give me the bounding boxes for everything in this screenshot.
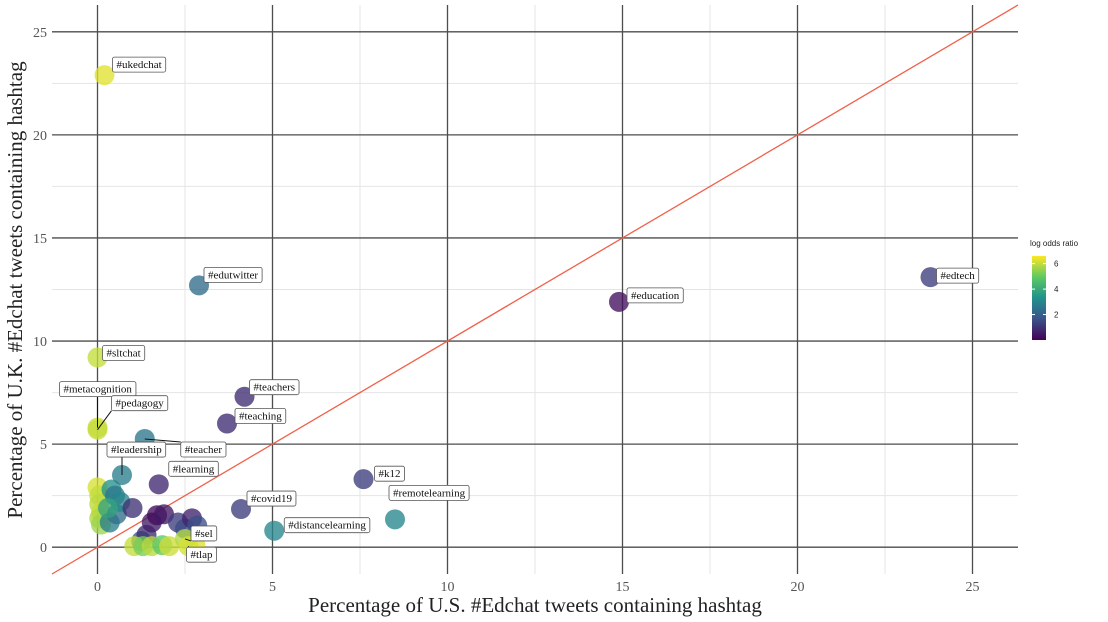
y-tick-label: 25 bbox=[33, 26, 47, 41]
point-label-box bbox=[246, 490, 297, 507]
data-point bbox=[98, 498, 118, 519]
point-label-box bbox=[234, 408, 287, 424]
data-point-education bbox=[609, 291, 629, 312]
point-label-box bbox=[102, 345, 146, 361]
point-label-ukedchat: #ukedchat bbox=[117, 59, 162, 71]
point-label-box bbox=[283, 517, 371, 534]
point-label-box bbox=[111, 395, 169, 412]
label-leader-line bbox=[144, 438, 181, 443]
point-label-box bbox=[186, 546, 217, 563]
diagonal-reference-line bbox=[51, 4, 1019, 575]
color-legend: log odds ratio 2 4 6 bbox=[1030, 239, 1079, 340]
point-label-remotelearning: #remotelearning bbox=[393, 487, 466, 499]
legend-tick-label: 2 bbox=[1054, 311, 1059, 320]
data-point-ukedchat bbox=[94, 65, 115, 86]
point-label-box bbox=[374, 465, 405, 482]
y-tick-label: 5 bbox=[40, 438, 47, 453]
point-label-box bbox=[388, 484, 470, 501]
data-point bbox=[159, 536, 180, 557]
label-leader-line bbox=[184, 538, 192, 542]
point-label-box bbox=[180, 441, 227, 458]
x-axis-ticks: 0 5 10 15 20 25 bbox=[94, 580, 980, 595]
x-axis-title: Percentage of U.S. #Edchat tweets contai… bbox=[308, 593, 762, 617]
legend-title: log odds ratio bbox=[1030, 239, 1079, 248]
point-label-k12: #k12 bbox=[379, 468, 401, 480]
legend-tick-label: 6 bbox=[1054, 260, 1059, 269]
x-tick-label: 0 bbox=[94, 580, 101, 595]
point-labels: #ukedchat #edutwitter #sltchat #metacogniti… bbox=[59, 56, 980, 563]
y-axis-ticks: 0 5 10 15 20 25 bbox=[33, 26, 47, 556]
reference-line bbox=[51, 4, 1019, 575]
point-label-box bbox=[112, 56, 167, 73]
data-point bbox=[122, 498, 143, 519]
point-label-sel: #sel bbox=[195, 528, 213, 540]
point-label-teacher: #teacher bbox=[185, 444, 223, 456]
label-leader-line bbox=[97, 410, 112, 430]
point-label-edutwitter: #edutwitter bbox=[208, 269, 258, 281]
legend-colorbar bbox=[1032, 256, 1046, 340]
x-tick-label: 25 bbox=[966, 580, 980, 595]
point-label-box bbox=[203, 266, 263, 283]
point-label-box bbox=[936, 267, 980, 284]
data-point-teaching bbox=[217, 413, 237, 434]
point-label-box bbox=[168, 460, 219, 477]
point-label-edtech: #edtech bbox=[941, 270, 976, 282]
data-point-k12 bbox=[353, 469, 374, 490]
point-label-education: #education bbox=[631, 290, 680, 302]
x-tick-label: 15 bbox=[616, 580, 630, 595]
point-label-box bbox=[249, 379, 300, 396]
point-label-learning: #learning bbox=[173, 463, 215, 475]
y-axis-title: Percentage of U.K. #Edchat tweets contai… bbox=[3, 61, 27, 519]
point-label-box bbox=[626, 287, 684, 304]
point-label-box bbox=[106, 441, 167, 458]
point-label-box bbox=[59, 381, 137, 398]
point-label-pedagogy: #pedagogy bbox=[116, 398, 165, 410]
data-point-distancelearning bbox=[264, 520, 285, 541]
point-label-covid19: #covid19 bbox=[251, 493, 292, 505]
y-tick-label: 15 bbox=[33, 232, 47, 247]
x-tick-label: 5 bbox=[269, 580, 276, 595]
y-tick-label: 10 bbox=[33, 335, 47, 350]
data-point-covid19 bbox=[231, 499, 251, 520]
point-label-teaching: #teaching bbox=[239, 411, 282, 423]
data-point-edtech bbox=[920, 267, 941, 288]
x-tick-label: 10 bbox=[441, 580, 455, 595]
legend-tick-label: 4 bbox=[1054, 285, 1059, 294]
point-label-box bbox=[190, 525, 218, 542]
point-label-tlap: #tlap bbox=[191, 549, 213, 561]
x-tick-label: 20 bbox=[791, 580, 805, 595]
point-label-teachers: #teachers bbox=[254, 382, 296, 394]
y-tick-label: 0 bbox=[40, 541, 47, 556]
y-tick-label: 20 bbox=[33, 129, 47, 144]
data-point-remotelearning bbox=[385, 509, 405, 530]
point-label-distancelearning: #distancelearning bbox=[288, 520, 366, 532]
point-label-leadership: #leadership bbox=[111, 444, 162, 456]
point-label-sltchat: #sltchat bbox=[107, 348, 141, 360]
point-label-metacognition: #metacognition bbox=[64, 384, 133, 396]
legend-ticks: 2 4 6 bbox=[1032, 260, 1059, 320]
data-point-learning bbox=[148, 474, 169, 495]
